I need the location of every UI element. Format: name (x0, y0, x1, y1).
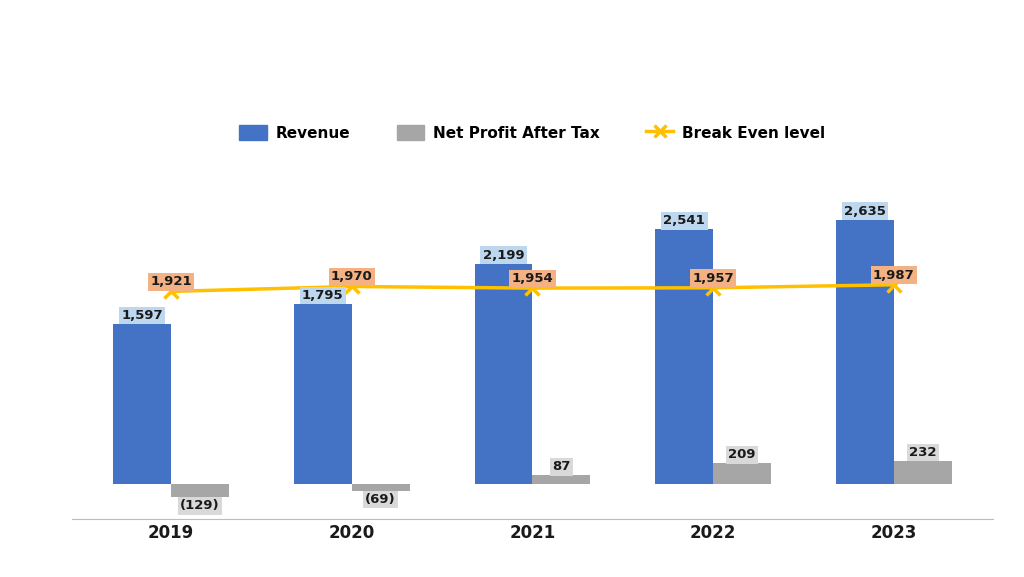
Bar (894, 461, 951, 484)
Bar (532, 475, 590, 484)
Text: (69): (69) (366, 493, 396, 506)
Legend: Revenue, Net Profit After Tax, Break Even level: Revenue, Net Profit After Tax, Break Eve… (233, 119, 831, 147)
Text: 2,199: 2,199 (482, 249, 524, 261)
Text: 2,635: 2,635 (844, 205, 886, 218)
Bar (352, 484, 410, 491)
Text: 1,954: 1,954 (512, 272, 553, 285)
Text: 1,970: 1,970 (331, 271, 373, 283)
Bar (713, 463, 771, 484)
Bar (294, 304, 352, 484)
Text: 1,795: 1,795 (302, 289, 344, 302)
Text: Break Even Chart ($'000): Break Even Chart ($'000) (366, 63, 699, 87)
Bar (836, 220, 894, 484)
Text: 2,541: 2,541 (664, 214, 706, 227)
Text: 1,597: 1,597 (121, 309, 163, 322)
Bar (475, 264, 532, 484)
Text: 1,957: 1,957 (692, 272, 734, 285)
Text: 209: 209 (728, 448, 756, 461)
Text: (129): (129) (180, 499, 220, 512)
Text: 1,987: 1,987 (873, 269, 914, 282)
Bar (171, 484, 229, 497)
Bar (655, 229, 713, 484)
Text: 1,921: 1,921 (151, 275, 191, 288)
Text: 87: 87 (552, 460, 570, 474)
Text: 232: 232 (909, 446, 937, 459)
Bar (114, 324, 171, 484)
